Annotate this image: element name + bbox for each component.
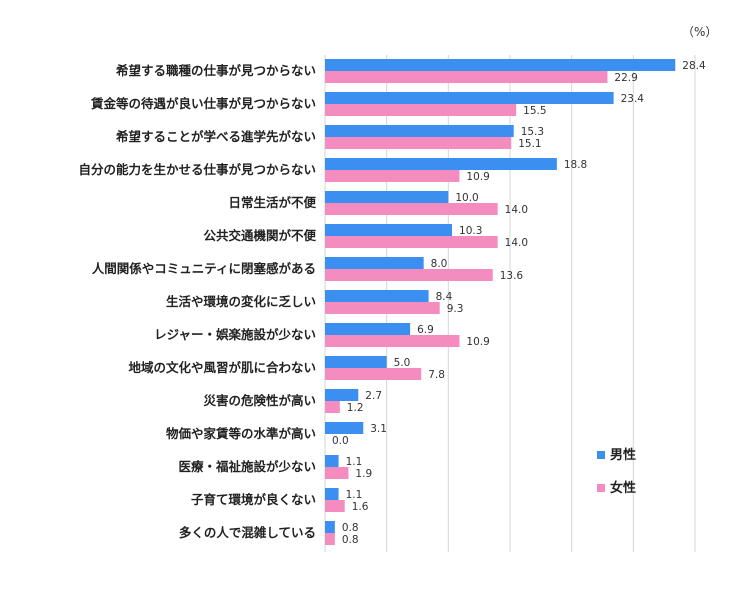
category-label: 賃金等の待遇が良い仕事が見つからない: [90, 96, 316, 111]
value-label-male: 8.0: [431, 258, 448, 270]
value-label-male: 8.4: [436, 291, 453, 303]
bar-male: [325, 158, 557, 170]
bar-male: [325, 257, 424, 269]
category-label: 自分の能力を生かせる仕事が見つからない: [78, 162, 316, 177]
value-label-female: 7.8: [428, 369, 445, 381]
value-label-female: 15.1: [518, 138, 541, 150]
value-label-male: 1.1: [346, 456, 363, 468]
value-label-female: 1.9: [355, 468, 372, 480]
bar-male: [325, 455, 339, 467]
bar-male: [325, 125, 514, 137]
bar-male: [325, 191, 449, 203]
value-label-female: 0.8: [342, 534, 359, 546]
category-label: 人間関係やコミュニティに閉塞感がある: [92, 261, 316, 276]
category-label: 希望することが学べる進学先がない: [115, 129, 316, 144]
legend-label-male: 男性: [610, 447, 636, 463]
value-label-female: 1.6: [352, 501, 369, 513]
bar-female: [325, 335, 460, 347]
value-label-female: 14.0: [505, 204, 528, 216]
bar-female: [325, 533, 335, 545]
legend-swatch-female: [597, 484, 605, 492]
value-label-male: 3.1: [370, 423, 387, 435]
value-label-male: 10.3: [459, 225, 482, 237]
legend-swatch-male: [597, 451, 605, 459]
category-labels: 希望する職種の仕事が見つからない賃金等の待遇が良い仕事が見つからない希望すること…: [78, 63, 316, 540]
legend-label-female: 女性: [610, 480, 636, 496]
category-label: 子育て環境が良くない: [191, 492, 316, 507]
value-label-female: 10.9: [466, 171, 489, 183]
bar-female: [325, 71, 608, 83]
bar-male: [325, 59, 676, 71]
category-label: 地域の文化や風習が肌に合わない: [128, 360, 316, 375]
bar-female: [325, 500, 345, 512]
value-label-male: 28.4: [682, 60, 706, 72]
category-label: 日常生活が不便: [228, 195, 316, 210]
value-label-male: 15.3: [521, 126, 544, 138]
category-label: レジャー・娯楽施設が少ない: [154, 327, 316, 342]
value-label-male: 6.9: [417, 324, 434, 336]
bar-male: [325, 521, 335, 533]
category-label: 災害の危険性が高い: [202, 393, 316, 408]
value-label-male: 18.8: [564, 159, 587, 171]
bar-female: [325, 401, 340, 413]
legend: 男性 女性: [597, 447, 636, 496]
bar-male: [325, 356, 387, 368]
bar-male: [325, 92, 614, 104]
bar-female: [325, 236, 498, 248]
bar-female: [325, 203, 498, 215]
category-label: 物価や家賃等の水準が高い: [166, 426, 316, 441]
value-label-female: 1.2: [347, 402, 364, 414]
unit-label: （%）: [682, 25, 717, 39]
bar-male: [325, 323, 411, 335]
value-label-male: 0.8: [342, 522, 359, 534]
category-label: 医療・福祉施設が少ない: [178, 459, 316, 474]
category-label: 公共交通機関が不便: [203, 228, 316, 243]
bar-female: [325, 467, 349, 479]
value-labels: 28.4 22.9 23.4 15.5 15.315.1 18.8 10.9 10.0 14.0…: [332, 60, 706, 546]
bar-female: [325, 104, 517, 116]
value-label-female: 15.5: [523, 105, 546, 117]
value-label-male: 23.4: [621, 93, 645, 105]
bar-male: [325, 389, 359, 401]
category-label: 多くの人で混雑している: [179, 525, 316, 540]
value-label-female: 13.6: [500, 270, 524, 282]
bar-male: [325, 422, 364, 434]
bar-female: [325, 302, 440, 314]
value-label-male: 10.0: [455, 192, 478, 204]
value-label-female: 9.3: [447, 303, 464, 315]
bar-male: [325, 488, 339, 500]
bar-male: [325, 224, 453, 236]
bar-female: [325, 368, 422, 380]
category-label: 生活や環境の変化に乏しい: [166, 294, 316, 309]
value-label-male: 5.0: [394, 357, 411, 369]
category-label: 希望する職種の仕事が見つからない: [115, 63, 316, 78]
bar-female: [325, 269, 493, 281]
value-label-female: 22.9: [614, 72, 637, 84]
value-label-female: 14.0: [505, 237, 528, 249]
value-label-female: 0.0: [332, 435, 349, 447]
bar-female: [325, 170, 460, 182]
bar-female: [325, 137, 512, 149]
bars: [325, 59, 676, 545]
value-label-male: 1.1: [346, 489, 363, 501]
bar-male: [325, 290, 429, 302]
value-label-female: 10.9: [466, 336, 489, 348]
value-label-male: 2.7: [365, 390, 382, 402]
